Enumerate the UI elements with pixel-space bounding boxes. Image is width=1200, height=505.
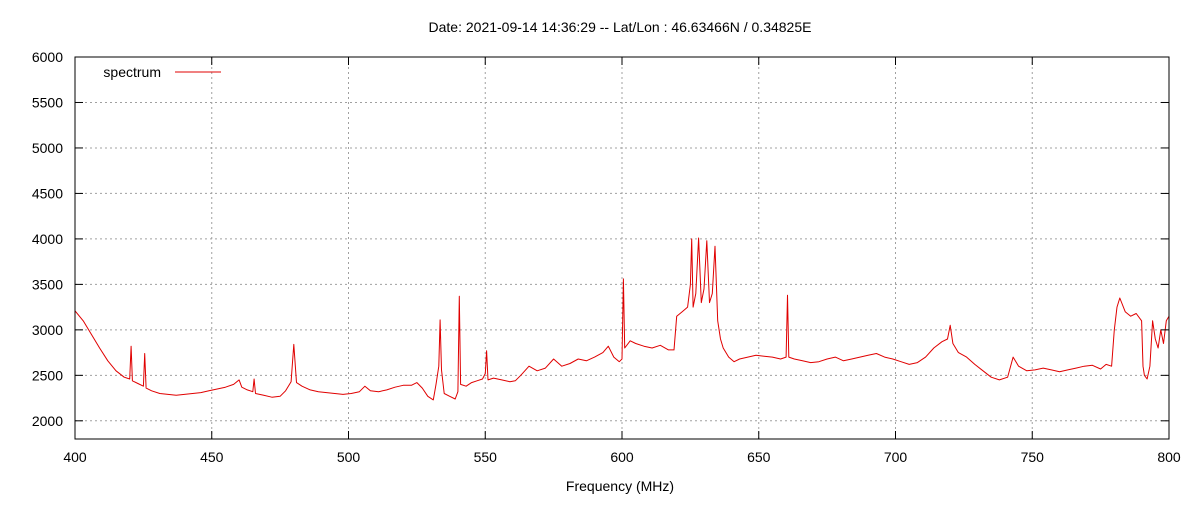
x-tick-label: 450 bbox=[200, 449, 224, 465]
y-tick-label: 4500 bbox=[32, 185, 63, 201]
x-tick-label: 500 bbox=[337, 449, 361, 465]
x-tick-label: 550 bbox=[474, 449, 498, 465]
legend-label-spectrum: spectrum bbox=[103, 64, 161, 80]
y-tick-label: 4000 bbox=[32, 231, 63, 247]
x-tick-label: 750 bbox=[1021, 449, 1045, 465]
x-axis-label: Frequency (MHz) bbox=[566, 478, 674, 494]
grid bbox=[75, 57, 1169, 439]
y-tick-label: 3500 bbox=[32, 276, 63, 292]
x-tick-label: 700 bbox=[884, 449, 908, 465]
axis-ticks: 400 450 500 550 600 650 700 750 800 2000 2500 3000 3… bbox=[32, 49, 1181, 465]
y-tick-label: 2500 bbox=[32, 367, 63, 383]
chart-title: Date: 2021-09-14 14:36:29 -- Lat/Lon : 4… bbox=[429, 19, 812, 35]
y-tick-label: 3000 bbox=[32, 322, 63, 338]
series-layer bbox=[74, 237, 1170, 401]
y-tick-label: 2000 bbox=[32, 413, 63, 429]
legend: spectrum bbox=[103, 64, 221, 80]
y-tick-label: 5500 bbox=[32, 94, 63, 110]
x-tick-label: 800 bbox=[1157, 449, 1181, 465]
y-tick-label: 6000 bbox=[32, 49, 63, 65]
x-tick-label: 400 bbox=[63, 449, 87, 465]
y-tick-label: 5000 bbox=[32, 140, 63, 156]
x-tick-label: 650 bbox=[747, 449, 771, 465]
x-tick-label: 600 bbox=[610, 449, 634, 465]
series-line-spectrum bbox=[74, 237, 1170, 401]
